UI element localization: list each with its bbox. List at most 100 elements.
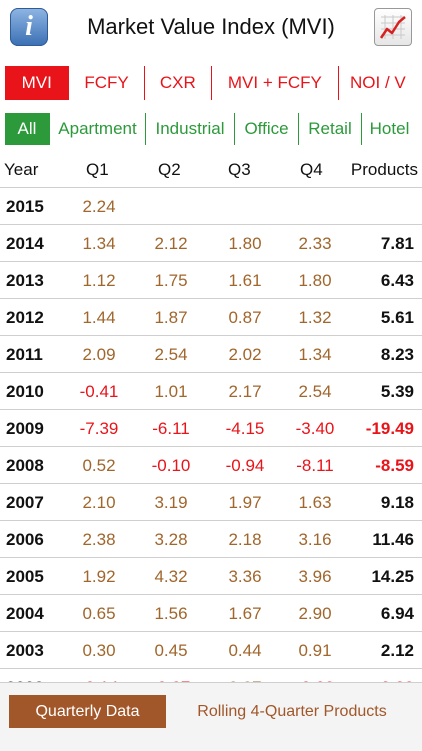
q2-cell: 1.56 bbox=[154, 604, 188, 623]
year-cell: 2002 bbox=[6, 678, 44, 682]
q3-cell: -4.15 bbox=[225, 419, 265, 438]
products-cell: 5.39 bbox=[380, 382, 414, 401]
products-cell: 5.61 bbox=[380, 308, 414, 327]
q3-cell: 2.17 bbox=[228, 382, 262, 401]
year-cell: 2004 bbox=[6, 604, 44, 623]
year-cell: 2006 bbox=[6, 530, 44, 549]
q3-cell: 0.87 bbox=[228, 308, 262, 327]
quarterly-data-button[interactable]: Quarterly Data bbox=[9, 695, 166, 728]
tab-office[interactable]: Office bbox=[234, 113, 298, 145]
table-body: 2015 2.24 2014 1.34 2.12 1.80 2.33 7.81 2013 1.12… bbox=[0, 187, 422, 682]
tab-industrial[interactable]: Industrial bbox=[145, 113, 234, 145]
products-cell: -8.59 bbox=[375, 456, 414, 475]
tab-mvi[interactable]: MVI bbox=[5, 66, 69, 100]
mvi-data-table[interactable]: Year Q1 Q2 Q3 Q4 Products 2015 2.24 2014 1.… bbox=[0, 154, 422, 682]
q4-cell: 1.32 bbox=[298, 308, 332, 327]
header-bar: i Market Value Index (MVI) bbox=[0, 0, 422, 58]
products-cell: 9.18 bbox=[380, 493, 414, 512]
tab-retail[interactable]: Retail bbox=[298, 113, 361, 145]
q1-cell: 2.24 bbox=[82, 197, 116, 216]
year-cell: 2007 bbox=[6, 493, 44, 512]
q1-cell: 0.65 bbox=[82, 604, 116, 623]
q2-cell: -6.11 bbox=[152, 419, 190, 438]
q4-cell: 2.54 bbox=[298, 382, 332, 401]
column-header-q3: Q3 bbox=[228, 160, 251, 179]
q1-cell: 2.38 bbox=[82, 530, 116, 549]
q2-cell: 4.32 bbox=[154, 567, 188, 586]
tab-noi-v[interactable]: NOI / V bbox=[337, 66, 417, 100]
products-cell: -0.22 bbox=[375, 678, 414, 682]
products-cell: 14.25 bbox=[371, 567, 414, 586]
q3-cell: 0.27 bbox=[210, 678, 280, 682]
year-cell: 2010 bbox=[6, 382, 44, 401]
column-header-q2: Q2 bbox=[158, 160, 181, 179]
q1-cell: 2.09 bbox=[82, 345, 116, 364]
q1-cell: 1.12 bbox=[82, 271, 116, 290]
q3-cell: 1.80 bbox=[228, 234, 262, 253]
table-header: Year Q1 Q2 Q3 Q4 Products bbox=[0, 154, 422, 188]
q3-cell: 2.02 bbox=[228, 345, 262, 364]
q4-cell: 1.63 bbox=[298, 493, 332, 512]
metric-tab-bar: MVI FCFY CXR MVI + FCFY NOI / V bbox=[5, 66, 417, 100]
year-cell: 2011 bbox=[6, 345, 43, 364]
q4-cell: -0.08 bbox=[280, 678, 350, 682]
table-row: 2003 0.30 0.45 0.44 0.91 2.12 bbox=[0, 631, 422, 668]
q1-cell: 0.30 bbox=[82, 641, 116, 660]
products-cell: 2.12 bbox=[380, 641, 414, 660]
q4-cell: 2.33 bbox=[298, 234, 332, 253]
q4-cell: 1.80 bbox=[298, 271, 332, 290]
q3-cell: 0.44 bbox=[228, 641, 262, 660]
q2-cell: 0.45 bbox=[154, 641, 188, 660]
line-chart-icon[interactable] bbox=[374, 8, 412, 46]
year-cell: 2005 bbox=[6, 567, 44, 586]
q4-cell: 3.16 bbox=[298, 530, 332, 549]
tab-cxr[interactable]: CXR bbox=[143, 66, 211, 100]
column-header-q4: Q4 bbox=[300, 160, 323, 179]
year-cell: 2015 bbox=[6, 197, 44, 216]
tab-all[interactable]: All bbox=[5, 113, 49, 145]
tab-fcfy[interactable]: FCFY bbox=[68, 66, 143, 100]
page-title: Market Value Index (MVI) bbox=[87, 14, 335, 39]
table-row: 2004 0.65 1.56 1.67 2.90 6.94 bbox=[0, 594, 422, 631]
products-cell: -19.49 bbox=[365, 419, 414, 438]
q1-cell: 0.52 bbox=[82, 456, 116, 475]
products-cell: 6.94 bbox=[380, 604, 414, 623]
q2-cell: 2.12 bbox=[154, 234, 188, 253]
year-cell: 2012 bbox=[6, 308, 44, 327]
q4-cell: -8.11 bbox=[296, 456, 334, 475]
footer-bar: Quarterly Data Rolling 4-Quarter Product… bbox=[0, 682, 422, 751]
table-row: 2011 2.09 2.54 2.02 1.34 8.23 bbox=[0, 335, 422, 372]
table-row: 2005 1.92 4.32 3.36 3.96 14.25 bbox=[0, 557, 422, 594]
q3-cell: 1.61 bbox=[228, 271, 262, 290]
q2-cell: 3.28 bbox=[154, 530, 188, 549]
table-row: 2006 2.38 3.28 2.18 3.16 11.46 bbox=[0, 520, 422, 557]
q2-cell: 2.54 bbox=[154, 345, 188, 364]
tab-hotel[interactable]: Hotel bbox=[361, 113, 417, 145]
tab-apartment[interactable]: Apartment bbox=[49, 113, 145, 145]
q1-cell: 1.92 bbox=[82, 567, 116, 586]
column-header-year: Year bbox=[4, 160, 39, 179]
table-row: 2014 1.34 2.12 1.80 2.33 7.81 bbox=[0, 224, 422, 261]
tab-mvi-fcfy[interactable]: MVI + FCFY bbox=[210, 66, 338, 100]
q4-cell: 2.90 bbox=[298, 604, 332, 623]
year-cell: 2008 bbox=[6, 456, 44, 475]
q3-cell: 2.18 bbox=[228, 530, 262, 549]
q2-cell: -0.27 bbox=[136, 678, 206, 682]
table-row: 2008 0.52 -0.10 -0.94 -8.11 -8.59 bbox=[0, 446, 422, 483]
q2-cell: 1.75 bbox=[154, 271, 188, 290]
q1-cell: 1.44 bbox=[82, 308, 116, 327]
products-cell: 7.81 bbox=[380, 234, 414, 253]
products-cell: 11.46 bbox=[372, 530, 414, 549]
table-row: 2002 -0.14-0.27 0.27-0.08 -0.22 bbox=[0, 668, 422, 682]
year-cell: 2014 bbox=[6, 234, 44, 253]
products-cell: 6.43 bbox=[380, 271, 414, 290]
products-cell: 8.23 bbox=[380, 345, 414, 364]
q1-cell: 2.10 bbox=[82, 493, 116, 512]
rolling-products-button[interactable]: Rolling 4-Quarter Products bbox=[197, 702, 387, 720]
q2-cell: 1.87 bbox=[154, 308, 188, 327]
table-row: 2009 -7.39 -6.11 -4.15 -3.40 -19.49 bbox=[0, 409, 422, 446]
table-row: 2013 1.12 1.75 1.61 1.80 6.43 bbox=[0, 261, 422, 298]
q1-cell: -0.14 bbox=[64, 678, 134, 682]
info-icon[interactable]: i bbox=[10, 8, 48, 46]
q4-cell: 1.34 bbox=[298, 345, 332, 364]
